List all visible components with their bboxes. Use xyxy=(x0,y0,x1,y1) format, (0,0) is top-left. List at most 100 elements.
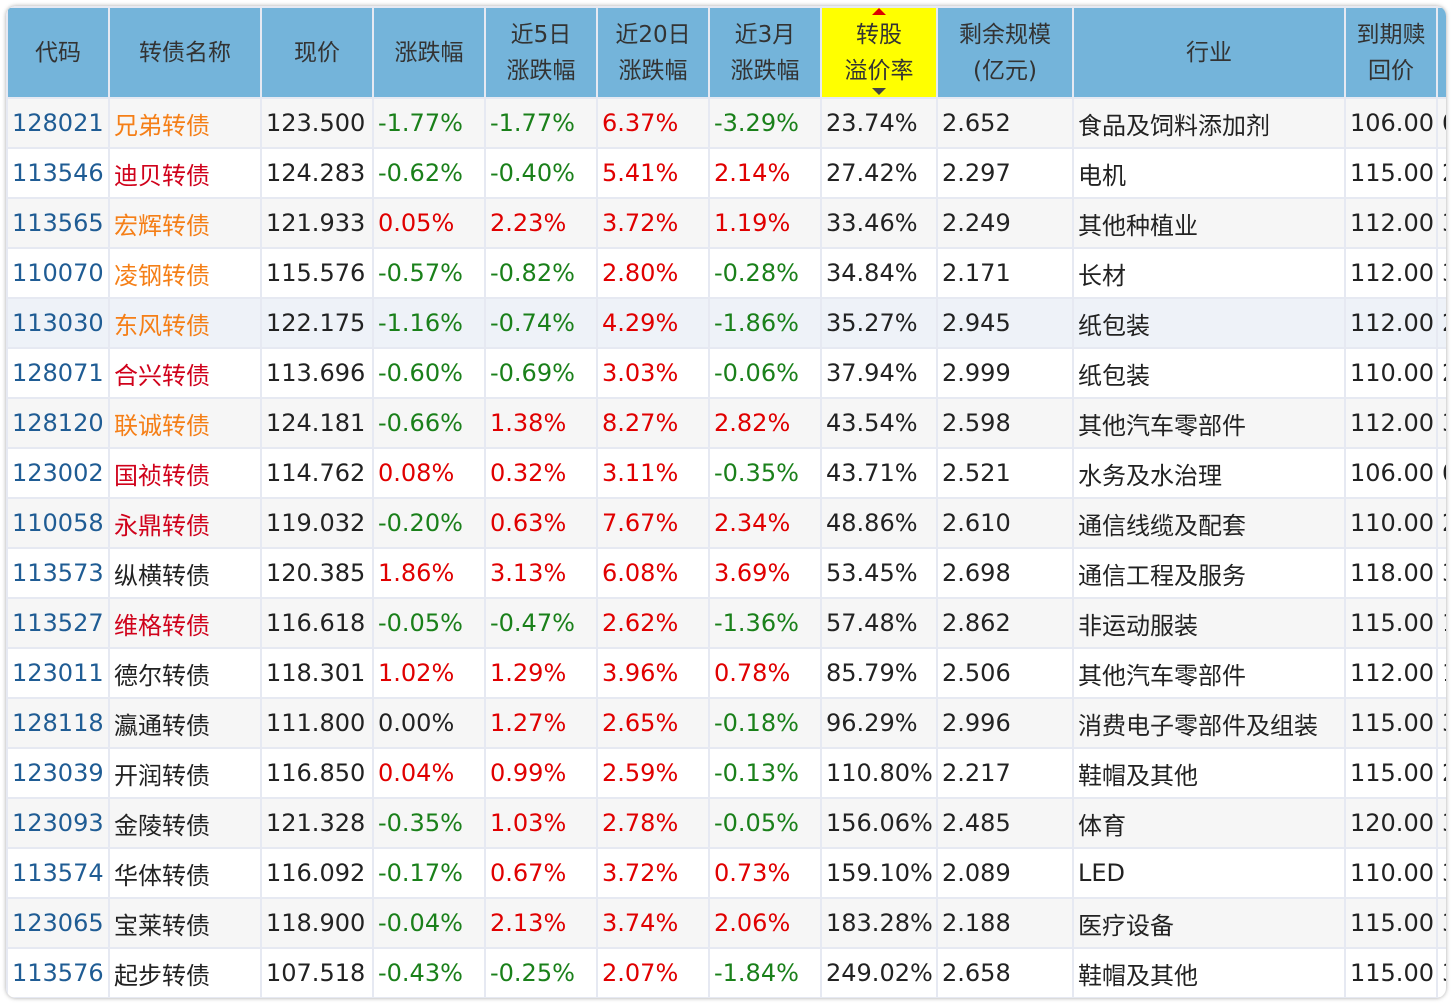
cell-code[interactable]: 110070 xyxy=(6,247,110,299)
cell-change-3m: -0.35% xyxy=(708,447,822,499)
table-row[interactable]: 113030 东风转债 122.175 -1.16% -0.74% 4.29% -1.86%… xyxy=(6,297,1446,349)
table-row[interactable]: 113565 宏辉转债 121.933 0.05% 2.23% 3.72% 1.19% 33.… xyxy=(6,197,1446,249)
cell-name[interactable]: 金陵转债 xyxy=(108,797,262,849)
table-row[interactable]: 123011 德尔转债 118.301 1.02% 1.29% 3.96% 0.78% 85.… xyxy=(6,647,1446,699)
sort-desc-icon xyxy=(872,88,886,95)
cell-name[interactable]: 合兴转债 xyxy=(108,347,262,399)
cell-change-5d: 2.23% xyxy=(484,197,598,249)
column-header-change-5d[interactable]: 近5日 涨跌幅 xyxy=(484,6,598,99)
table-row[interactable]: 123093 金陵转债 121.328 -0.35% 1.03% 2.78% -0.05% 1… xyxy=(6,797,1446,849)
cell-premium: 183.28% xyxy=(820,897,938,949)
cell-name[interactable]: 永鼎转债 xyxy=(108,497,262,549)
cell-name[interactable]: 国祯转债 xyxy=(108,447,262,499)
cell-name[interactable]: 纵横转债 xyxy=(108,547,262,599)
cell-code[interactable]: 123093 xyxy=(6,797,110,849)
table-row[interactable]: 128071 合兴转债 113.696 -0.60% -0.69% 3.03% -0.06%… xyxy=(6,347,1446,399)
column-header-industry[interactable]: 行业 xyxy=(1072,6,1346,99)
column-header-name[interactable]: 转债名称 xyxy=(108,6,262,99)
column-header-code[interactable]: 代码 xyxy=(6,6,110,99)
cell-name[interactable]: 宏辉转债 xyxy=(108,197,262,249)
cell-name[interactable]: 凌钢转债 xyxy=(108,247,262,299)
cell-name[interactable]: 联诚转债 xyxy=(108,397,262,449)
cell-code[interactable]: 128120 xyxy=(6,397,110,449)
cell-name[interactable]: 东风转债 xyxy=(108,297,262,349)
cell-code[interactable]: 113574 xyxy=(6,847,110,899)
table-row[interactable]: 123002 国祯转债 114.762 0.08% 0.32% 3.11% -0.35% 43… xyxy=(6,447,1446,499)
cell-industry: 体育 xyxy=(1072,797,1346,849)
table-row[interactable]: 123065 宝莱转债 118.900 -0.04% 2.13% 3.74% 2.06% 18… xyxy=(6,897,1446,949)
cell-premium: 43.71% xyxy=(820,447,938,499)
cell-name[interactable]: 维格转债 xyxy=(108,597,262,649)
cell-code[interactable]: 123065 xyxy=(6,897,110,949)
cell-name[interactable]: 起步转债 xyxy=(108,947,262,998)
cell-code[interactable]: 113546 xyxy=(6,147,110,199)
cell-code[interactable]: 123039 xyxy=(6,747,110,799)
table-row[interactable]: 128118 瀛通转债 111.800 0.00% 1.27% 2.65% -0.18% 96… xyxy=(6,697,1446,749)
cell-premium: 57.48% xyxy=(820,597,938,649)
cell-code[interactable]: 113573 xyxy=(6,547,110,599)
cell-name[interactable]: 德尔转债 xyxy=(108,647,262,699)
cell-premium: 48.86% xyxy=(820,497,938,549)
cell-name[interactable]: 迪贝转债 xyxy=(108,147,262,199)
column-header-remaining-size[interactable]: 剩余规模 (亿元) xyxy=(936,6,1074,99)
cell-name[interactable]: 开润转债 xyxy=(108,747,262,799)
cell-name[interactable]: 华体转债 xyxy=(108,847,262,899)
cell-code[interactable]: 113565 xyxy=(6,197,110,249)
cell-change-5d: 1.29% xyxy=(484,647,598,699)
cell-change-5d: -0.82% xyxy=(484,247,598,299)
header-label: 代码 xyxy=(35,39,81,66)
cell-next-column: 2 xyxy=(1436,147,1446,199)
cell-code[interactable]: 123002 xyxy=(6,447,110,499)
table-row[interactable]: 113576 起步转债 107.518 -0.43% -0.25% 2.07% -1.84%… xyxy=(6,947,1446,998)
column-header-change-20d[interactable]: 近20日 涨跌幅 xyxy=(596,6,710,99)
cell-code[interactable]: 128021 xyxy=(6,97,110,149)
column-header-premium[interactable]: 转股 溢价率 xyxy=(820,6,938,99)
cell-industry: 鞋帽及其他 xyxy=(1072,747,1346,799)
cell-change-20d: 2.62% xyxy=(596,597,710,649)
cell-change-20d: 2.07% xyxy=(596,947,710,998)
table-row[interactable]: 110070 凌钢转债 115.576 -0.57% -0.82% 2.80% -0.28%… xyxy=(6,247,1446,299)
cell-industry: 其他汽车零部件 xyxy=(1072,397,1346,449)
cell-remaining-size: 2.521 xyxy=(936,447,1074,499)
column-header-change[interactable]: 涨跌幅 xyxy=(372,6,486,99)
cell-premium: 35.27% xyxy=(820,297,938,349)
cell-remaining-size: 2.485 xyxy=(936,797,1074,849)
column-header-redemption-price[interactable]: 到期赎 回价 xyxy=(1344,6,1438,99)
convertible-bond-table: 代码 转债名称 现价 涨跌幅 近5日 涨跌幅 近20日 涨跌幅 近3月 涨跌幅 转股 溢价率 剩余规模(… xyxy=(6,6,1446,998)
cell-change-20d: 3.74% xyxy=(596,897,710,949)
cell-code[interactable]: 113527 xyxy=(6,597,110,649)
cell-change-3m: 0.78% xyxy=(708,647,822,699)
cell-code[interactable]: 128071 xyxy=(6,347,110,399)
table-row[interactable]: 128120 联诚转债 124.181 -0.66% 1.38% 8.27% 2.82% 43… xyxy=(6,397,1446,449)
cell-redemption-price: 112.00 xyxy=(1344,247,1438,299)
table-row[interactable]: 113573 纵横转债 120.385 1.86% 3.13% 6.08% 3.69% 53.… xyxy=(6,547,1446,599)
table-row[interactable]: 113574 华体转债 116.092 -0.17% 0.67% 3.72% 0.73% 15… xyxy=(6,847,1446,899)
cell-name[interactable]: 宝莱转债 xyxy=(108,897,262,949)
cell-name[interactable]: 兄弟转债 xyxy=(108,97,262,149)
cell-change-5d: 1.27% xyxy=(484,697,598,749)
header-label: 涨跌幅 xyxy=(394,39,464,66)
cell-code[interactable]: 128118 xyxy=(6,697,110,749)
cell-code[interactable]: 123011 xyxy=(6,647,110,699)
table-row[interactable]: 110058 永鼎转债 119.032 -0.20% 0.63% 7.67% 2.34% 48… xyxy=(6,497,1446,549)
cell-code[interactable]: 110058 xyxy=(6,497,110,549)
cell-code[interactable]: 113030 xyxy=(6,297,110,349)
table-row[interactable]: 113527 维格转债 116.618 -0.05% -0.47% 2.62% -1.36%… xyxy=(6,597,1446,649)
cell-industry: 水务及水治理 xyxy=(1072,447,1346,499)
table-row[interactable]: 128021 兄弟转债 123.500 -1.77% -1.77% 6.37% -3.29%… xyxy=(6,97,1446,149)
cell-industry: LED xyxy=(1072,847,1346,899)
cell-premium: 27.42% xyxy=(820,147,938,199)
cell-change-20d: 4.29% xyxy=(596,297,710,349)
table-row[interactable]: 113546 迪贝转债 124.283 -0.62% -0.40% 5.41% 2.14% 2… xyxy=(6,147,1446,199)
header-label: 溢价率 xyxy=(844,57,914,84)
table-row[interactable]: 123039 开润转债 116.850 0.04% 0.99% 2.59% -0.13% 11… xyxy=(6,747,1446,799)
column-header-change-3m[interactable]: 近3月 涨跌幅 xyxy=(708,6,822,99)
column-header-price[interactable]: 现价 xyxy=(260,6,374,99)
cell-code[interactable]: 113576 xyxy=(6,947,110,998)
cell-change-20d: 8.27% xyxy=(596,397,710,449)
cell-name[interactable]: 瀛通转债 xyxy=(108,697,262,749)
column-header-next[interactable] xyxy=(1436,6,1446,99)
cell-redemption-price: 106.00 xyxy=(1344,97,1438,149)
cell-premium: 249.02% xyxy=(820,947,938,998)
cell-change: 1.86% xyxy=(372,547,486,599)
